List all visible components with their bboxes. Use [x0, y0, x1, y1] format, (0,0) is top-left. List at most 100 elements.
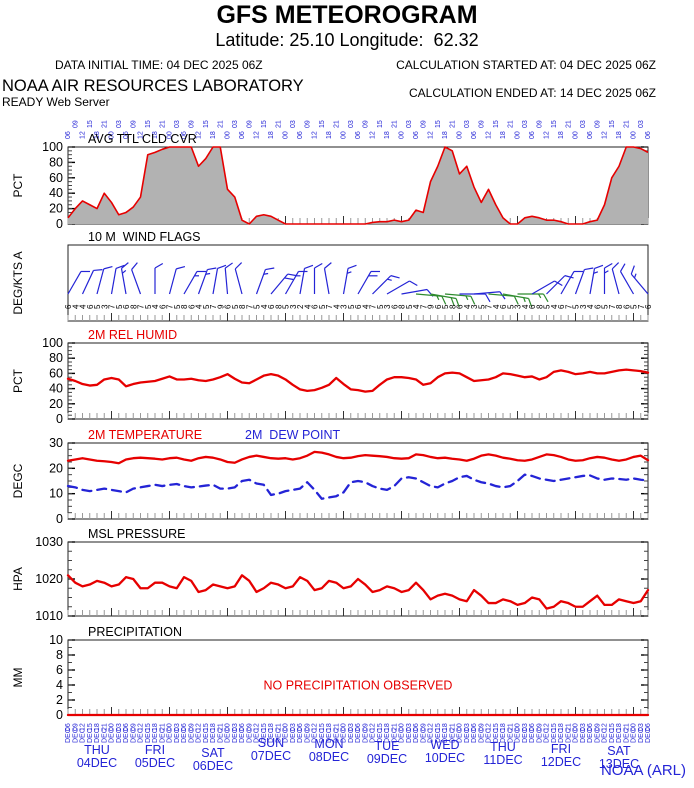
time-label-top: 21: [275, 120, 282, 128]
day-label: TUE: [375, 739, 400, 753]
date-label: 08DEC: [309, 750, 349, 764]
time-label-bottom-month: DEC: [152, 728, 159, 743]
wind-speed-label: 4: [492, 304, 501, 309]
time-label-bottom-hour: 15: [609, 723, 616, 731]
time-label-bottom-month: DEC: [232, 728, 239, 743]
wind-speed-label: 6: [354, 304, 363, 309]
wind-barb-staff: [234, 268, 243, 295]
wind-speed-label: 9: [427, 304, 436, 309]
time-label-bottom-month: DEC: [348, 728, 355, 743]
time-label-bottom-hour: 21: [159, 723, 166, 731]
time-label-top: 12: [312, 131, 319, 139]
wind-barb-feather: [131, 262, 138, 270]
wind-speed-label: 6: [622, 304, 631, 309]
time-label-bottom-hour: 03: [406, 723, 413, 731]
wind-barb-staff: [574, 269, 585, 295]
wind-barb-staff: [212, 268, 219, 295]
wind-barb-staff: [619, 271, 635, 295]
panel-title: PRECIPITATION: [88, 625, 182, 639]
wind-speed-label: 4: [195, 304, 204, 309]
date-label: 04DEC: [77, 756, 117, 770]
time-label-bottom-hour: 21: [217, 723, 224, 731]
time-label-bottom-month: DEC: [478, 728, 485, 743]
time-label-top: 12: [602, 131, 609, 139]
time-label-bottom-hour: 12: [602, 723, 609, 731]
time-label-top: 18: [152, 131, 159, 139]
time-label-top: 03: [580, 120, 587, 128]
time-label-bottom-month: DEC: [449, 728, 456, 743]
time-label-bottom-hour: 15: [261, 723, 268, 731]
time-label-top: 03: [406, 120, 413, 128]
time-label-bottom-hour: 03: [348, 723, 355, 731]
time-label-bottom-month: DEC: [261, 728, 268, 743]
time-label-top: 12: [428, 131, 435, 139]
time-label-bottom-month: DEC: [377, 728, 384, 743]
time-label-top: 12: [544, 131, 551, 139]
wind-barb-staff: [342, 268, 349, 295]
time-label-bottom-month: DEC: [486, 728, 493, 743]
time-label-bottom-month: DEC: [80, 728, 87, 743]
wind-speed-label: 7: [108, 304, 117, 309]
date-label: 10DEC: [425, 751, 465, 765]
time-label-top: 00: [109, 131, 116, 139]
wind-speed-label: 6: [64, 304, 73, 309]
time-label-bottom-hour: 15: [551, 723, 558, 731]
time-label-top: 12: [80, 131, 87, 139]
time-label-top: 15: [145, 120, 152, 128]
wind-barb-feather: [513, 296, 519, 305]
time-label-bottom-hour: 06: [471, 723, 478, 731]
series-line: [66, 574, 650, 610]
time-label-top: 15: [87, 120, 94, 128]
time-label-top: 06: [529, 131, 536, 139]
time-label-bottom-month: DEC: [341, 728, 348, 743]
time-label-top: 03: [522, 120, 529, 128]
time-label-bottom-hour: 00: [341, 723, 348, 731]
time-label-bottom-month: DEC: [464, 728, 471, 743]
time-label-bottom-month: DEC: [210, 728, 217, 743]
wind-barb-feather: [484, 293, 491, 303]
wind-speed-label: 6: [499, 304, 508, 309]
time-label-bottom-hour: 21: [101, 723, 108, 731]
time-label-top: 18: [500, 131, 507, 139]
y-tick-label: 80: [49, 155, 63, 169]
wind-speed-label: 4: [463, 304, 472, 309]
wind-speed-label: 5: [282, 304, 291, 309]
time-label-bottom-hour: 12: [138, 723, 145, 731]
day-label: MON: [314, 737, 343, 751]
time-label-bottom-month: DEC: [159, 728, 166, 743]
time-label-bottom-hour: 18: [210, 723, 217, 731]
wind-barb-feather: [115, 264, 125, 269]
time-label-bottom-month: DEC: [420, 728, 427, 743]
wind-speed-label: 4: [71, 304, 80, 309]
time-label-bottom-hour: 12: [196, 723, 203, 731]
panel-title: MSL PRESSURE: [88, 527, 185, 541]
wind-speed-label: 7: [485, 304, 494, 309]
time-label-bottom-month: DEC: [109, 728, 116, 743]
wind-speed-label: 6: [311, 304, 320, 309]
wind-speed-label: 5: [477, 304, 486, 309]
server-name: READY Web Server: [2, 95, 110, 109]
time-label-bottom-hour: 00: [167, 723, 174, 731]
time-label-top: 00: [341, 131, 348, 139]
time-label-bottom-month: DEC: [304, 728, 311, 743]
time-label-top: 00: [399, 131, 406, 139]
wind-speed-label: 5: [93, 304, 102, 309]
time-label-bottom-hour: 00: [631, 723, 638, 731]
date-label: 06DEC: [193, 759, 233, 773]
wind-speed-label: 8: [129, 304, 138, 309]
time-label-bottom-month: DEC: [399, 728, 406, 743]
wind-barb-staff: [67, 271, 82, 295]
panel-title: 2M REL HUMID: [88, 328, 177, 342]
time-label-top: 21: [217, 120, 224, 128]
wind-barb-staff: [531, 280, 555, 295]
time-label-bottom-month: DEC: [565, 728, 572, 743]
wind-barb-feather: [121, 269, 127, 274]
time-label-bottom-month: DEC: [544, 728, 551, 743]
time-label-bottom-month: DEC: [203, 728, 210, 743]
y-tick-label: 2: [56, 693, 63, 707]
time-label-bottom-month: DEC: [225, 728, 232, 743]
time-label-top: 09: [130, 120, 137, 128]
wind-barb-staff: [131, 269, 142, 295]
time-label-bottom-month: DEC: [594, 728, 601, 743]
